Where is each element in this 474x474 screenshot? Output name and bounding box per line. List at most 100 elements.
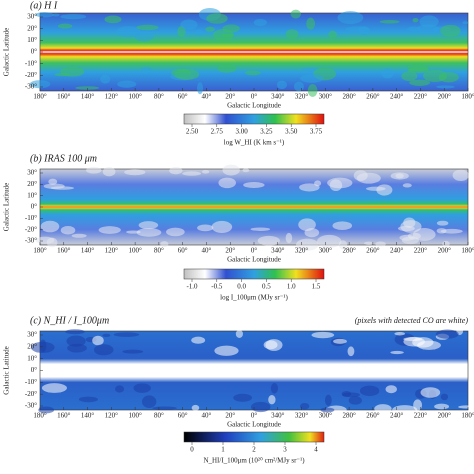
map-texture (104, 15, 122, 24)
map-texture (133, 383, 151, 393)
map-texture (314, 180, 322, 187)
map-texture (117, 80, 137, 88)
longitude-tick-label: 120° (105, 412, 119, 420)
map-texture (401, 71, 418, 82)
map-texture (113, 332, 140, 337)
colorbar (183, 113, 325, 125)
map-texture (30, 341, 55, 353)
longitude-tick-label: 60° (178, 247, 188, 255)
map-texture (300, 402, 310, 410)
latitude-tick-label: -20° (25, 390, 37, 398)
latitude-tick-label: 0° (31, 48, 38, 56)
map-texture (98, 226, 121, 234)
panel-title: (a) H I (30, 0, 58, 11)
map-texture (434, 403, 450, 410)
longitude-tick-label: 320° (295, 247, 309, 255)
map-texture (243, 182, 265, 189)
colorbar-tick-label: 0.0 (237, 283, 246, 291)
panel-note: (pixels with detected CO are white) (355, 316, 469, 325)
latitude-tick-label: 30° (27, 331, 37, 339)
latitude-tick-label: -10° (25, 214, 37, 222)
map-texture (285, 29, 299, 39)
latitude-tick-label: 20° (27, 24, 37, 32)
map-texture (92, 335, 104, 346)
map-texture (245, 70, 261, 76)
longitude-tick-label: 120° (105, 247, 119, 255)
colorbar-tick-label: 0.5 (262, 283, 271, 291)
map-texture (235, 329, 243, 338)
map-texture (29, 80, 51, 89)
longitude-tick-label: 240° (390, 412, 404, 420)
longitude-tick-label: 120° (105, 93, 119, 101)
colorbar-label: N_HI/I_100μm (10²⁰ cm²/MJy sr⁻¹) (203, 457, 305, 465)
longitude-tick-label: 180° (33, 412, 47, 420)
map-texture (436, 220, 449, 226)
map-texture (197, 82, 204, 95)
map-texture (440, 393, 449, 401)
map-texture (347, 346, 355, 357)
map-texture (392, 405, 418, 415)
latitude-tick-label: 30° (27, 13, 37, 21)
map-texture (100, 74, 111, 84)
map-texture (194, 29, 204, 36)
map-texture (374, 404, 392, 414)
map-texture (114, 385, 125, 393)
longitude-tick-label: 60° (178, 412, 188, 420)
longitude-tick-label: 140° (81, 93, 95, 101)
longitude-tick-label: 220° (414, 93, 428, 101)
map-texture (316, 234, 342, 248)
map-texture (206, 13, 228, 24)
map-texture (307, 84, 318, 97)
latitude-tick-label: -10° (25, 59, 37, 67)
map-texture (268, 395, 276, 405)
map-texture (177, 26, 186, 38)
longitude-tick-label: 0° (251, 247, 258, 255)
map-texture (333, 338, 347, 344)
map-texture (412, 228, 436, 241)
map-texture (78, 396, 98, 403)
longitude-tick-label: 180° (461, 412, 474, 420)
longitude-tick-label: 340° (271, 93, 285, 101)
map-texture (124, 169, 146, 176)
map-texture (174, 68, 200, 80)
map-texture (211, 220, 233, 234)
map-texture (440, 24, 461, 37)
longitude-tick-label: 0° (251, 412, 258, 420)
y-axis-label: Galactic Latitude (3, 28, 11, 76)
map-texture (358, 26, 371, 35)
longitude-tick-label: 320° (295, 93, 309, 101)
map-texture (182, 171, 202, 176)
latitude-tick-label: -30° (25, 83, 37, 91)
map-texture (160, 241, 169, 248)
map-texture (412, 18, 419, 23)
map-texture (416, 24, 439, 34)
map-texture (116, 26, 141, 38)
map-texture (458, 405, 474, 409)
map-texture (65, 329, 85, 335)
map-texture (40, 220, 60, 233)
longitude-tick-label: 0° (251, 93, 258, 101)
longitude-tick-label: 40° (202, 247, 212, 255)
map-texture (407, 64, 429, 72)
map-texture (253, 18, 268, 27)
map-texture (452, 169, 470, 181)
map-texture (306, 17, 316, 30)
latitude-tick-label: 0° (31, 366, 38, 374)
latitude-tick-label: -20° (25, 225, 37, 233)
map-texture (220, 33, 235, 38)
map-texture (136, 24, 159, 31)
map-texture (348, 396, 362, 405)
map-texture (263, 340, 278, 350)
map-texture (276, 80, 288, 90)
map-texture (222, 24, 240, 33)
longitude-tick-label: 180° (33, 247, 47, 255)
longitude-tick-label: 300° (319, 247, 333, 255)
longitude-tick-label: 180° (33, 93, 47, 101)
map-texture (218, 177, 236, 189)
colorbar-tick-label: 3.25 (260, 128, 273, 136)
colorbar-tick-label: -1.0 (186, 283, 198, 291)
longitude-tick-label: 240° (390, 247, 404, 255)
y-axis-label: Galactic Latitude (3, 183, 11, 231)
longitude-tick-label: 240° (390, 93, 404, 101)
longitude-tick-label: 100° (128, 412, 142, 420)
